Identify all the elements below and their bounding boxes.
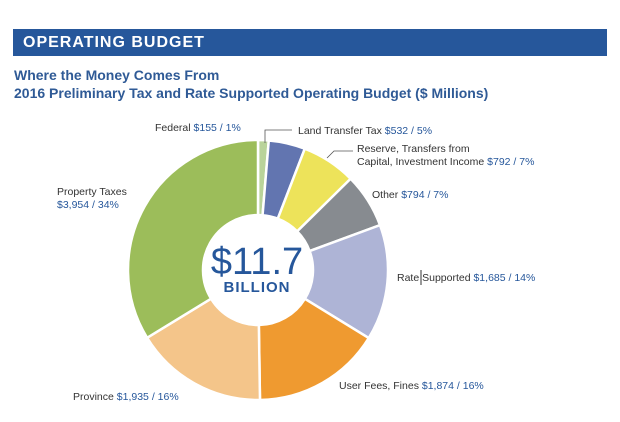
chart-subtitle: 2016 Preliminary Tax and Rate Supported …	[14, 85, 489, 101]
label-reserve-transfers-from-capital-investment-income: Reserve, Transfers from Capital, Investme…	[357, 143, 534, 168]
label-property-taxes: Property Taxes $3,954 / 34%	[57, 186, 127, 211]
leader-line-land-transfer-tax	[264, 129, 292, 143]
center-total-value: $11.7	[211, 241, 303, 283]
slice-province	[145, 296, 262, 402]
label-user-fees-fines: User Fees, Fines $1,874 / 16%	[339, 380, 484, 392]
label-province: Province $1,935 / 16%	[73, 391, 179, 403]
chart-title: Where the Money Comes From	[14, 67, 220, 83]
label-rate-supported: Rate Supported $1,685 / 14%	[397, 272, 535, 284]
label-group: Federal $155 / 1% Land Transfer Tax $532 …	[57, 122, 535, 403]
center-total-unit: BILLION	[224, 279, 291, 296]
label-other: Other $794 / 7%	[372, 189, 448, 201]
leader-line-group	[264, 129, 422, 285]
slice-property-taxes	[126, 138, 260, 340]
slice-user-fees-fines	[257, 297, 371, 402]
label-federal: Federal $155 / 1%	[155, 122, 241, 134]
slice-group	[126, 138, 390, 402]
section-banner: OPERATING BUDGET	[13, 29, 607, 56]
leader-line-reserve-transfers-from-capital-investment-income	[326, 150, 353, 159]
label-land-transfer-tax: Land Transfer Tax $532 / 5%	[298, 125, 432, 137]
